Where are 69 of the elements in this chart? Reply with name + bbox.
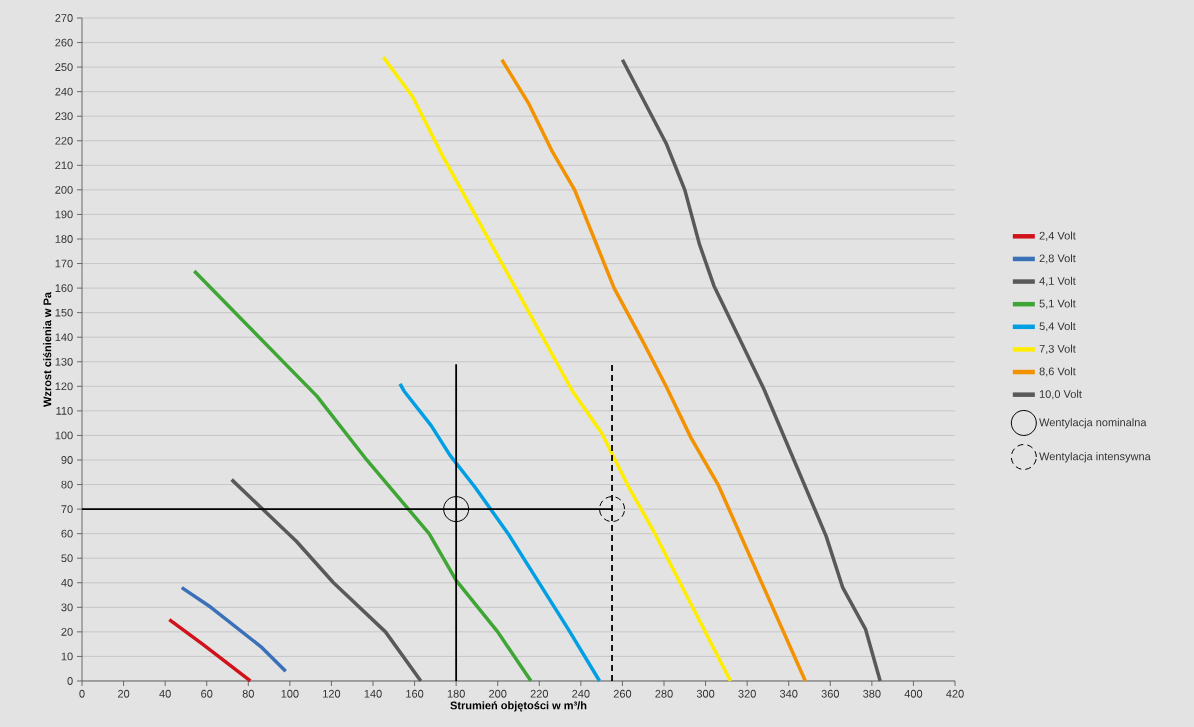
y-tick-label: 240 — [55, 87, 73, 96]
x-tick-label: 260 — [613, 689, 632, 698]
legend-label: 5,1 Volt — [1039, 299, 1076, 309]
legend-label: 2,4 Volt — [1039, 231, 1076, 241]
y-tick-label: 200 — [55, 185, 73, 194]
line-series — [500, 57, 808, 683]
x-tick-label: 340 — [779, 689, 798, 698]
x-tick-label: 240 — [572, 689, 590, 698]
legend-label: 7,3 Volt — [1039, 344, 1076, 354]
x-tick-label: 180 — [447, 689, 465, 698]
x-tick-label: 80 — [242, 689, 254, 698]
line-series — [620, 57, 882, 683]
line-series — [381, 55, 733, 683]
y-tick-label: 220 — [55, 136, 73, 145]
x-tick-label: 0 — [79, 689, 85, 698]
x-tick-label: 380 — [863, 689, 881, 698]
y-tick-label: 150 — [55, 308, 73, 317]
y-tick-label: 170 — [55, 259, 73, 268]
x-tick-label: 160 — [406, 689, 424, 698]
x-tick-label: 40 — [159, 689, 171, 698]
line-series — [398, 382, 602, 683]
x-tick-label: 120 — [323, 689, 341, 698]
legend-label: 4,1 Volt — [1039, 276, 1076, 287]
x-tick-label: 300 — [696, 689, 715, 698]
y-tick-label: 80 — [61, 480, 73, 489]
y-tick-label: 160 — [55, 284, 73, 292]
x-tick-label: 360 — [821, 689, 840, 698]
x-tick-label: 400 — [904, 689, 923, 698]
x-tick-label: 20 — [118, 689, 130, 698]
legend-label: Wentylacja intensywna — [1039, 452, 1151, 463]
y-tick-label: 130 — [55, 357, 73, 366]
x-tick-label: 140 — [364, 689, 382, 698]
x-tick-label: 60 — [201, 689, 213, 698]
y-tick-label: 270 — [55, 14, 73, 22]
y-tick-label: 210 — [55, 161, 73, 170]
x-tick-label: 220 — [530, 689, 549, 698]
legend-label: 8,6 Volt — [1039, 367, 1076, 377]
x-tick-label: 200 — [489, 689, 507, 698]
y-tick-label: 110 — [56, 406, 73, 415]
y-tick-label: 190 — [55, 210, 73, 219]
y-tick-label: 90 — [61, 456, 73, 464]
y-tick-label: 60 — [61, 529, 73, 538]
x-tick-label: 280 — [655, 689, 673, 698]
y-tick-label: 30 — [61, 603, 73, 612]
y-tick-label: 180 — [55, 235, 73, 243]
line-series — [180, 585, 288, 673]
y-tick-label: 0 — [67, 677, 73, 685]
y-tick-label: 120 — [55, 382, 73, 391]
y-tick-label: 250 — [55, 63, 73, 71]
legend-label: Wentylacja nominalna — [1039, 418, 1147, 429]
line-series — [229, 477, 423, 683]
legend-label: 10,0 Volt — [1039, 389, 1082, 400]
x-tick-label: 100 — [281, 689, 299, 698]
y-tick-label: 260 — [55, 38, 73, 47]
x-tick-label: 420 — [946, 689, 964, 698]
y-tick-label: 140 — [55, 333, 73, 342]
legend-label: 5,4 Volt — [1039, 321, 1076, 332]
y-tick-label: 10 — [61, 652, 73, 661]
x-axis-title: Strumień objętości w m³/h — [450, 701, 587, 712]
y-tick-label: 230 — [55, 112, 73, 121]
y-tick-label: 70 — [61, 505, 73, 513]
y-axis-title: Wzrost ciśnienia w Pa — [43, 291, 52, 407]
y-tick-label: 20 — [61, 627, 73, 636]
line-series — [192, 269, 533, 683]
x-tick-label: 320 — [738, 689, 756, 698]
y-tick-label: 40 — [61, 578, 73, 587]
y-tick-label: 100 — [55, 431, 73, 440]
y-tick-label: 50 — [61, 554, 73, 563]
legend-label: 2,8 Volt — [1039, 254, 1076, 264]
